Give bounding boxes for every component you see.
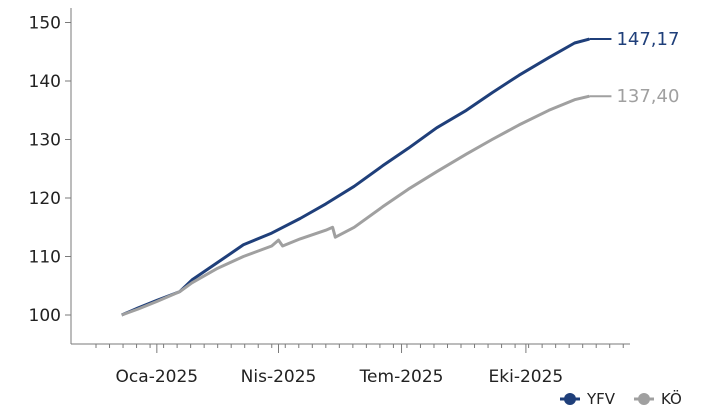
end-labels: 147,17 137,40 bbox=[589, 29, 679, 107]
y-tick-label: 130 bbox=[29, 131, 61, 151]
legend: YFV KÖ bbox=[560, 389, 682, 408]
series-line-KÖ bbox=[121, 94, 590, 317]
y-tick-label: 110 bbox=[29, 248, 61, 268]
y-tick-label: 150 bbox=[29, 14, 61, 34]
x-tick-label: Nis-2025 bbox=[241, 367, 317, 387]
x-tick-label: Tem-2025 bbox=[359, 367, 444, 387]
series-line-YFV bbox=[121, 37, 590, 317]
legend-label: YFV bbox=[586, 390, 616, 408]
legend-marker bbox=[638, 393, 650, 405]
y-tick-label: 140 bbox=[29, 72, 61, 92]
axes: 100 110 120 130 140 150 Oca-2025 Nis-2025 Tem-20… bbox=[29, 8, 630, 387]
y-tick-label: 100 bbox=[29, 306, 61, 326]
series-lines bbox=[121, 37, 590, 317]
x-tick-label: Eki-2025 bbox=[489, 367, 564, 387]
legend-label: KÖ bbox=[661, 389, 682, 408]
x-tick-label: Oca-2025 bbox=[116, 367, 199, 387]
end-value-label: 147,17 bbox=[616, 29, 679, 50]
y-tick-label: 120 bbox=[29, 189, 61, 209]
end-value-label: 137,40 bbox=[616, 86, 679, 107]
legend-marker bbox=[564, 393, 576, 405]
